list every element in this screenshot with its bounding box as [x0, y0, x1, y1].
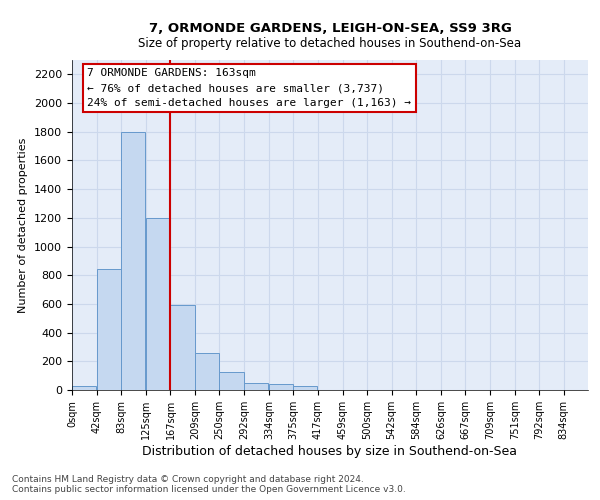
Text: Contains HM Land Registry data © Crown copyright and database right 2024.: Contains HM Land Registry data © Crown c… [12, 476, 364, 484]
Bar [244, 383, 268, 390]
Text: 7 ORMONDE GARDENS: 163sqm
← 76% of detached houses are smaller (3,737)
24% of se: 7 ORMONDE GARDENS: 163sqm ← 76% of detac… [88, 68, 412, 108]
Y-axis label: Number of detached properties: Number of detached properties [19, 138, 28, 312]
Text: 7, ORMONDE GARDENS, LEIGH-ON-SEA, SS9 3RG: 7, ORMONDE GARDENS, LEIGH-ON-SEA, SS9 3R… [149, 22, 511, 36]
Bar [97, 269, 121, 390]
Bar [121, 132, 145, 390]
Text: Contains public sector information licensed under the Open Government Licence v3: Contains public sector information licen… [12, 486, 406, 494]
Bar [72, 386, 96, 390]
Text: Size of property relative to detached houses in Southend-on-Sea: Size of property relative to detached ho… [139, 38, 521, 51]
Bar [269, 384, 293, 390]
X-axis label: Distribution of detached houses by size in Southend-on-Sea: Distribution of detached houses by size … [143, 444, 517, 458]
Bar [220, 372, 244, 390]
Bar [195, 352, 220, 390]
Bar [293, 386, 317, 390]
Bar [170, 306, 194, 390]
Bar [146, 218, 170, 390]
